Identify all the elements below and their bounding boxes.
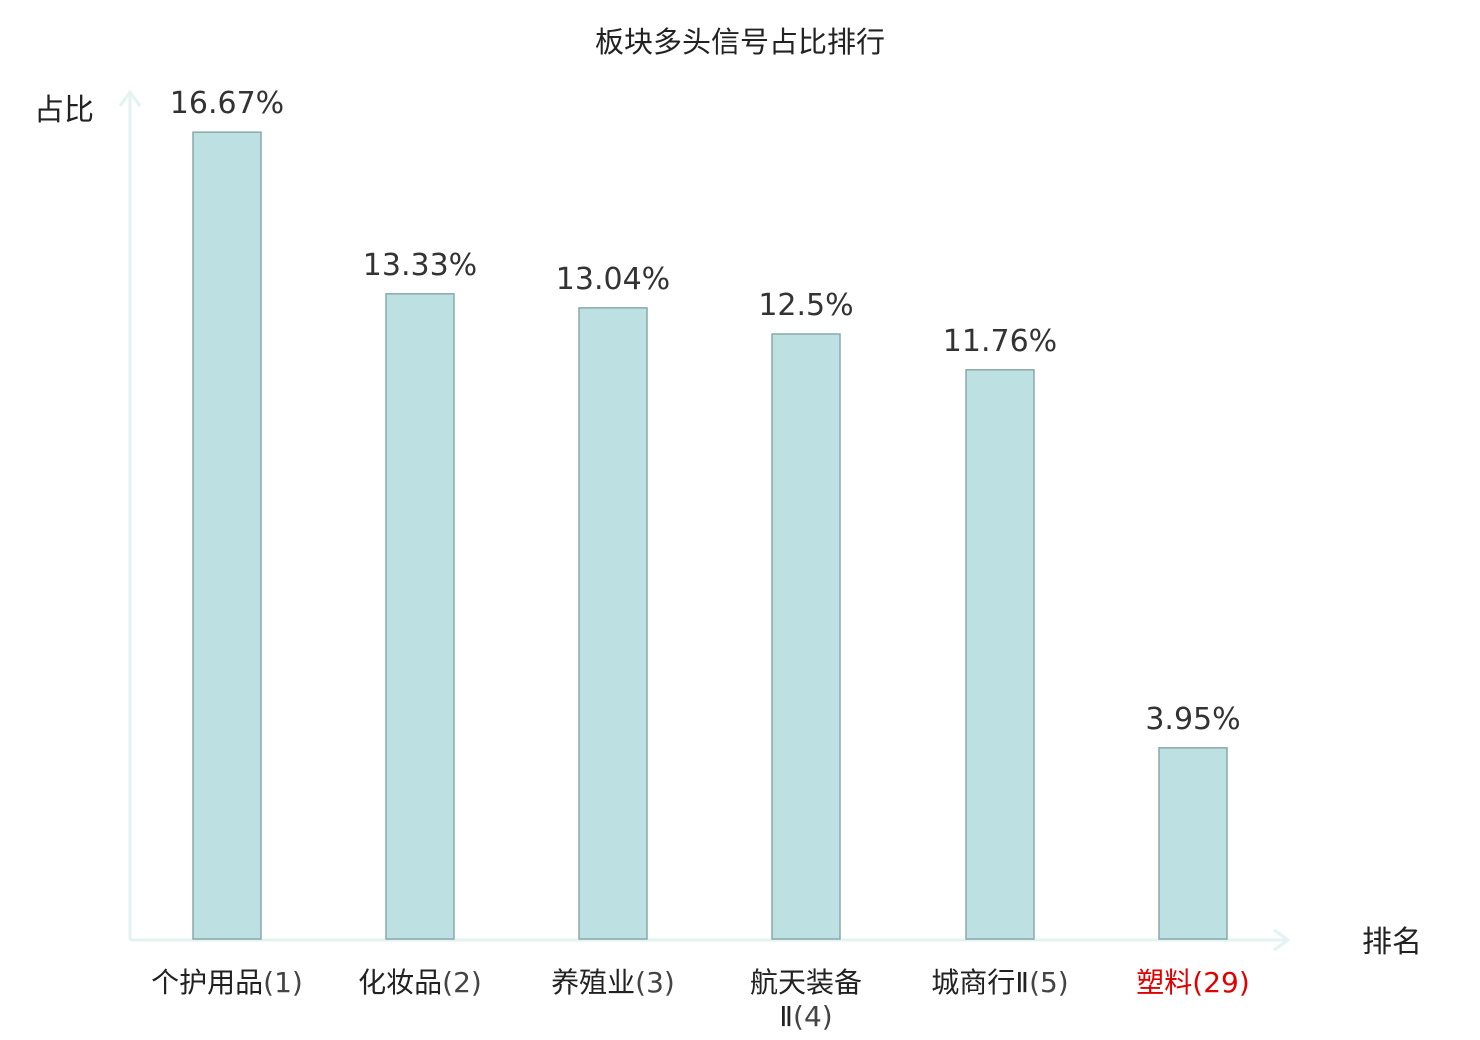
data-label-5: 11.76% [943,324,1057,359]
category-rank: (29) [1192,966,1250,999]
category-name: 塑料 [1136,966,1193,999]
x-tick-label-5: 城商行Ⅱ(5) [920,966,1080,1000]
data-label-4: 12.5% [758,288,853,323]
x-tick-label-2: 化妆品(2) [340,966,500,1000]
x-axis-arrow [1273,928,1291,952]
y-axis-arrow [118,89,142,107]
x-axis-label: 排名 [1362,925,1422,960]
bar-5 [965,369,1035,940]
category-name: 个护用品 [151,966,264,999]
bar-6 [1158,747,1228,940]
category-name: 养殖业 [551,966,636,999]
data-label-3: 13.04% [556,262,670,297]
category-rank: (3) [635,966,675,999]
x-tick-label-3: 养殖业(3) [533,966,693,1000]
y-axis-label: 占比 [34,93,94,128]
data-label-1: 16.67% [170,86,284,121]
bar-1 [192,131,262,940]
bar-4 [771,333,841,940]
bar-2 [385,293,455,940]
data-label-6: 3.95% [1145,702,1240,737]
chart-title: 板块多头信号占比排行 [595,25,885,59]
x-tick-label-6: 塑料(29) [1113,966,1273,1000]
x-tick-label-4: 航天装备Ⅱ(4) [726,966,886,1034]
category-rank: (1) [263,966,303,999]
data-labels-layer: 16.67% 13.33% 13.04% 12.5% 11.76% 3.95% [170,86,1241,737]
category-rank: (2) [442,966,482,999]
category-rank: (4) [793,1000,833,1033]
category-rank: (5) [1029,966,1069,999]
bar-3 [578,307,648,940]
category-name: 化妆品 [358,966,443,999]
data-label-2: 13.33% [363,248,477,283]
bars-layer [192,131,1228,940]
x-tick-label-1: 个护用品(1) [147,966,307,1000]
category-name: 航天装备Ⅱ [749,966,862,1033]
category-name: 城商行Ⅱ [931,966,1030,999]
